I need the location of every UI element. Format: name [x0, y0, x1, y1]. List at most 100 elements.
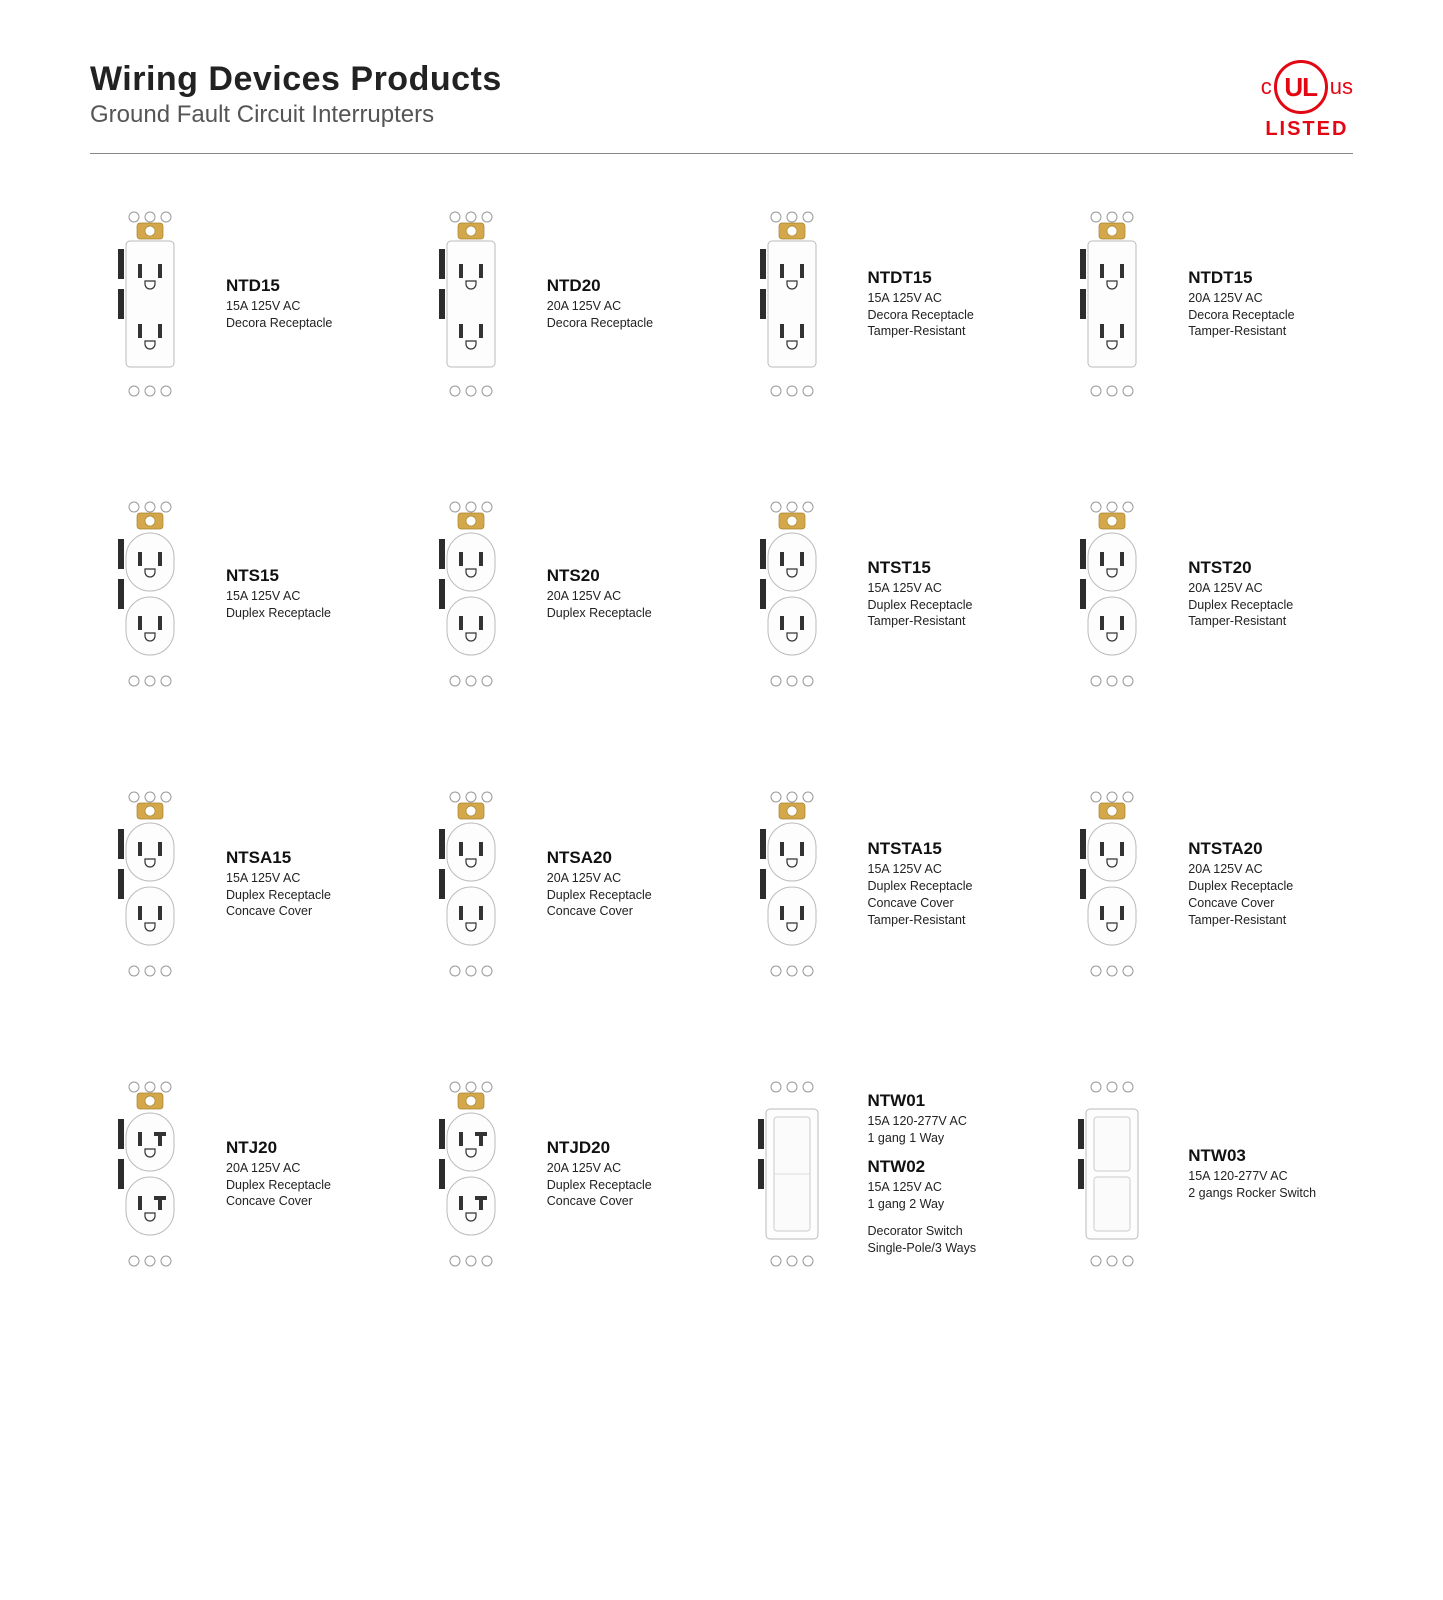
product-spec: 15A 125V AC — [868, 290, 1033, 307]
product-code: NTST20 — [1188, 558, 1353, 578]
product-grid: NTD1515A 125V ACDecora ReceptacleNTD2020… — [90, 204, 1353, 1274]
product-image — [411, 494, 531, 694]
product-desc: Decora Receptacle Tamper-Resistant — [1188, 307, 1353, 341]
product-spec: 15A 125V AC — [868, 861, 1033, 878]
product-desc: Decora Receptacle Tamper-Resistant — [868, 307, 1033, 341]
product-desc: Duplex Receptacle Concave Cover — [226, 887, 391, 921]
ul-right-us: us — [1330, 74, 1353, 100]
product-image — [1052, 494, 1172, 694]
product-desc: Duplex Receptacle Tamper-Resistant — [1188, 597, 1353, 631]
product-sub-code: NTW02 — [868, 1157, 1033, 1177]
product-info: NTST20 20A 125V ACDuplex Receptacle Tampe… — [1188, 558, 1353, 631]
product-spec: 20A 125V AC — [1188, 580, 1353, 597]
ul-left-c: c — [1261, 74, 1272, 100]
product-spec: 15A 125V AC — [868, 580, 1033, 597]
header-text-block: Wiring Devices Products Ground Fault Cir… — [90, 60, 502, 129]
product-desc: Duplex Receptacle — [547, 605, 712, 622]
product-desc: 2 gangs Rocker Switch — [1188, 1185, 1353, 1202]
product-info: NTST15 15A 125V ACDuplex Receptacle Tampe… — [868, 558, 1033, 631]
product-spec: 20A 125V AC — [547, 588, 712, 605]
product-spec: 20A 125V AC — [547, 870, 712, 887]
product-image — [1052, 204, 1172, 404]
product-cell: NTW0115A 120-277V AC1 gang 1 WayNTW0215A… — [732, 1074, 1033, 1274]
product-spec: 15A 125V AC — [226, 588, 391, 605]
product-image — [411, 1074, 531, 1274]
product-image — [90, 204, 210, 404]
product-cell: NTSTA1515A 125V ACDuplex Receptacle Conc… — [732, 784, 1033, 984]
product-info: NTS15 15A 125V ACDuplex Receptacle — [226, 566, 391, 622]
product-image — [411, 204, 531, 404]
product-image — [90, 784, 210, 984]
product-info: NTDT15 15A 125V ACDecora Receptacle Tampe… — [868, 268, 1033, 341]
product-code: NTSTA20 — [1188, 839, 1353, 859]
product-sub-desc: 1 gang 2 Way — [868, 1196, 1033, 1213]
product-desc: Duplex Receptacle Tamper-Resistant — [868, 597, 1033, 631]
product-desc: Decora Receptacle — [547, 315, 712, 332]
product-desc: Duplex Receptacle Concave Cover — [547, 1177, 712, 1211]
product-cell: NTDT15 15A 125V ACDecora Receptacle Tampe… — [732, 204, 1033, 404]
product-info: NTDT1520A 125V ACDecora Receptacle Tampe… — [1188, 268, 1353, 341]
product-note: Decorator Switch Single-Pole/3 Ways — [868, 1223, 1033, 1257]
product-spec: 20A 125V AC — [226, 1160, 391, 1177]
product-spec: 15A 120-277V AC — [1188, 1168, 1353, 1185]
product-code: NTW03 — [1188, 1146, 1353, 1166]
product-info: NTSTA20 20A 125V ACDuplex Receptacle Conc… — [1188, 839, 1353, 929]
product-code: NTST15 — [868, 558, 1033, 578]
product-info: NTD15 15A 125V ACDecora Receptacle — [226, 276, 391, 332]
page-title: Wiring Devices Products — [90, 60, 502, 99]
ul-certification-badge: c UL us LISTED — [1261, 60, 1353, 141]
ul-badge-top-row: c UL us — [1261, 60, 1353, 114]
product-code: NTJD20 — [547, 1138, 712, 1158]
product-desc: Duplex Receptacle — [226, 605, 391, 622]
ul-listed-label: LISTED — [1265, 118, 1348, 141]
product-spec: 20A 125V AC — [1188, 861, 1353, 878]
page-subtitle: Ground Fault Circuit Interrupters — [90, 101, 502, 129]
product-cell: NTW03 15A 120-277V AC2 gangs Rocker Switc… — [1052, 1074, 1353, 1274]
product-info: NTSA15 15A 125V ACDuplex Receptacle Conca… — [226, 848, 391, 921]
product-image — [1052, 784, 1172, 984]
product-cell: NTS20 20A 125V ACDuplex Receptacle — [411, 494, 712, 694]
product-info: NTSTA1515A 125V ACDuplex Receptacle Conc… — [868, 839, 1033, 929]
product-info: NTW03 15A 120-277V AC2 gangs Rocker Switc… — [1188, 1146, 1353, 1202]
product-desc: Duplex Receptacle Concave Cover — [226, 1177, 391, 1211]
product-cell: NTST20 20A 125V ACDuplex Receptacle Tampe… — [1052, 494, 1353, 694]
product-cell: NTST15 15A 125V ACDuplex Receptacle Tampe… — [732, 494, 1033, 694]
product-info: NTD2020A 125V ACDecora Receptacle — [547, 276, 712, 332]
product-cell: NTDT1520A 125V ACDecora Receptacle Tampe… — [1052, 204, 1353, 404]
product-cell: NTD2020A 125V ACDecora Receptacle — [411, 204, 712, 404]
product-cell: NTJ20 20A 125V ACDuplex Receptacle Concav… — [90, 1074, 391, 1274]
product-code: NTDT15 — [868, 268, 1033, 288]
product-desc: Duplex Receptacle Concave Cover Tamper-R… — [1188, 878, 1353, 929]
product-sub-spec: 15A 125V AC — [868, 1179, 1033, 1196]
product-cell: NTJD20 20A 125V ACDuplex Receptacle Conca… — [411, 1074, 712, 1274]
product-code: NTS20 — [547, 566, 712, 586]
product-spec: 20A 125V AC — [547, 1160, 712, 1177]
product-info: NTW0115A 120-277V AC1 gang 1 WayNTW0215A… — [868, 1091, 1033, 1256]
product-image — [90, 494, 210, 694]
product-code: NTD15 — [226, 276, 391, 296]
product-spec: 15A 125V AC — [226, 870, 391, 887]
product-image — [411, 784, 531, 984]
product-desc: Duplex Receptacle Concave Cover Tamper-R… — [868, 878, 1033, 929]
product-cell: NTSA15 15A 125V ACDuplex Receptacle Conca… — [90, 784, 391, 984]
product-spec: 20A 125V AC — [1188, 290, 1353, 307]
product-image — [732, 1074, 852, 1274]
product-cell: NTD15 15A 125V ACDecora Receptacle — [90, 204, 391, 404]
product-info: NTJD20 20A 125V ACDuplex Receptacle Conca… — [547, 1138, 712, 1211]
product-code: NTJ20 — [226, 1138, 391, 1158]
product-desc: Duplex Receptacle Concave Cover — [547, 887, 712, 921]
product-code: NTS15 — [226, 566, 391, 586]
product-desc: 1 gang 1 Way — [868, 1130, 1033, 1147]
product-image — [732, 494, 852, 694]
product-cell: NTS15 15A 125V ACDuplex Receptacle — [90, 494, 391, 694]
product-image — [1052, 1074, 1172, 1274]
product-spec: 15A 125V AC — [226, 298, 391, 315]
product-desc: Decora Receptacle — [226, 315, 391, 332]
product-cell: NTSA20 20A 125V ACDuplex Receptacle Conca… — [411, 784, 712, 984]
ul-circle-icon: UL — [1274, 60, 1328, 114]
product-image — [732, 784, 852, 984]
product-code: NTSA15 — [226, 848, 391, 868]
product-spec: 20A 125V AC — [547, 298, 712, 315]
product-code: NTSA20 — [547, 848, 712, 868]
product-info: NTSA20 20A 125V ACDuplex Receptacle Conca… — [547, 848, 712, 921]
